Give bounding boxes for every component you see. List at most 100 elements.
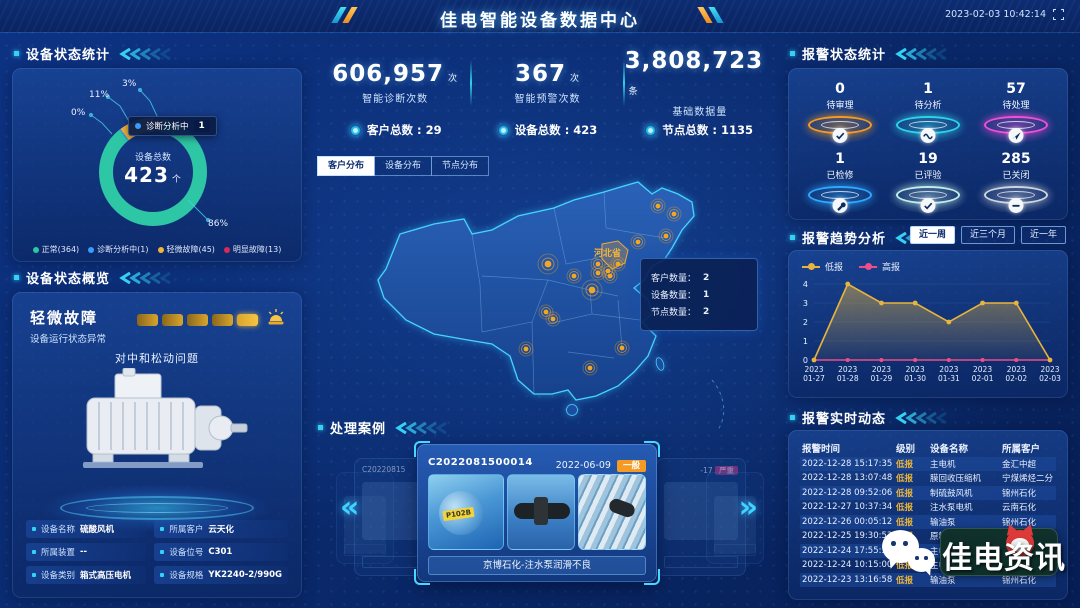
minus-icon [1008, 198, 1024, 213]
case-photo [506, 474, 575, 550]
range-button-0[interactable]: 近一周 [909, 226, 955, 244]
column-header: 级别 [896, 444, 916, 455]
case-date: 2022-06-09 [555, 459, 611, 471]
map-dot [663, 233, 669, 239]
severity-badge: 严重 [715, 466, 738, 475]
carousel-prev-button[interactable]: « [340, 490, 360, 525]
fault-status: 轻微故障 [30, 309, 99, 327]
alarm-status-待分析: 1 待分析 [884, 74, 972, 144]
trend-legend: 低报 高报 [802, 260, 900, 273]
donut-center: 设备总数 423 个 [124, 153, 182, 187]
status-label: 已评验 [914, 171, 942, 181]
device-overview-panel: 轻微故障 设备运行状态异常 对中和松动问题 设备名称 硫酸风机 所属客户 云天化 所属装… [12, 292, 302, 598]
donut-segment [99, 118, 207, 226]
totals-row: 客户总数 : 29 设备总数 : 423 节点总数 : 1135 [320, 120, 775, 140]
alarm-status-已评验: 19 已评验 [884, 144, 972, 214]
fault-issue: 对中和松动问题 [115, 352, 199, 365]
map-tab-0[interactable]: 客户分布 [317, 156, 375, 176]
alarm-status-已检修: 1 已检修 [796, 144, 884, 214]
legend-item: 诊断分析中(1) [88, 244, 149, 255]
alarm-lamp-icon [268, 309, 284, 325]
section-title-device-overview: 设备状态概览 [14, 268, 177, 287]
range-button-1[interactable]: 近三个月 [960, 226, 1015, 244]
device-field: 设备名称 硫酸风机 [26, 520, 147, 538]
total-item: 设备总数 : 423 [472, 120, 624, 140]
table-row: 2022-12-28 09:52:06 低报 制硫鼓风机 锦州石化 [800, 486, 1056, 500]
alarm-status-待处理: 57 待处理 [972, 74, 1060, 144]
fullscreen-icon[interactable] [1052, 8, 1065, 21]
map-dot [595, 261, 601, 267]
province-borders [471, 191, 667, 395]
map-dot [544, 260, 552, 268]
china-map[interactable]: 河北省 [322, 172, 774, 434]
glow-dot-icon [350, 124, 362, 136]
feed-body: 2022-12-28 15:17:35 低报 主电机 金汇中超 2022-12-28 1… [800, 457, 1056, 587]
legend-item: 明显故障(13) [223, 244, 281, 255]
trend-range-buttons: 近一周 近三个月 近一年 [909, 226, 1066, 244]
map-dot [635, 239, 641, 245]
bullet-icon [32, 550, 36, 554]
chevrons-icon [119, 271, 171, 284]
bullet-icon [32, 573, 36, 577]
status-label: 已检修 [826, 171, 854, 181]
chevrons-icon [895, 411, 947, 424]
map-tab-2[interactable]: 节点分布 [431, 156, 489, 176]
section-title-cases: 处理案例 [318, 418, 453, 437]
bullet-icon [790, 51, 795, 56]
glow-platform [887, 107, 969, 143]
hainan-island [566, 404, 578, 416]
glow-platform [799, 177, 881, 213]
divider [470, 60, 473, 106]
range-button-2[interactable]: 近一年 [1020, 226, 1066, 244]
glow-platform [975, 107, 1057, 143]
case-card-ghost[interactable]: -17 严重 [656, 458, 746, 576]
severity-badge: 一般 [616, 459, 646, 472]
donut-tooltip: 诊断分析中 1 [128, 116, 217, 136]
case-card-ghost[interactable] [706, 472, 764, 564]
map-dot [619, 345, 625, 351]
status-count: 57 [1006, 81, 1026, 97]
legend-item: 轻微故障(45) [157, 244, 215, 255]
clock: 2023-02-03 10:42:14 [945, 9, 1046, 20]
kpi-row: 606,957 次智能诊断次数 367 次智能预警次数 3,808,723条 基础数据量 [320, 48, 775, 118]
device-field: 所属客户 云天化 [154, 520, 288, 538]
status-label: 待分析 [914, 101, 942, 111]
series-dot-icon [135, 123, 141, 129]
status-count: 1 [835, 151, 845, 167]
table-row: 2022-12-23 13:16:58 低报 输油泵 锦州石化 [800, 573, 1056, 587]
status-count: 1 [923, 81, 933, 97]
case-card-ghost[interactable] [336, 472, 394, 564]
map-dot [588, 286, 596, 294]
alarm-feed-panel: 报警时间 级别 设备名称 所属客户 2022-12-28 15:17:35 低报 主电机金… [788, 430, 1068, 600]
device-field: 设备规格 YK2240-2/990G [154, 566, 288, 584]
svg-text:1: 1 [803, 337, 808, 346]
map-dot [543, 309, 549, 315]
case-photo: P102B [428, 474, 504, 550]
equipment-tag: P102B [442, 506, 475, 522]
device-fields: 设备名称 硫酸风机 所属客户 云天化 所属装置 -- 设备位号 C301 设备类别 箱式高压电机设… [26, 520, 288, 584]
alarm-status-panel: 0 待审理 1 待分析 57 待处理 1 已检修 19 已评验 285 已关闭 [788, 68, 1068, 220]
table-row: 2022-12-25 19:30:53 低报 原料油泵 锦州石化 [802, 531, 1037, 543]
case-card-active[interactable]: C2022081500014 2022-06-09 一般 P102B 京博石化-注… [414, 441, 660, 585]
legend-item: 正常(364) [32, 244, 79, 255]
table-row: 2022-12-24 10:15:00 低报 主电机 锦州石化 [802, 560, 1037, 572]
carousel-next-button[interactable]: » [738, 490, 758, 525]
map-tooltip: 客户数量： 2 设备数量： 1 节点数量： 2 [640, 258, 758, 331]
svg-text:2: 2 [803, 318, 808, 327]
check-icon [920, 198, 936, 213]
wave-icon [920, 128, 936, 143]
tooltip-row: 设备数量： 1 [651, 289, 710, 302]
case-carousel: « » C20220815 -17 严重 C2022081500014 2022… [330, 436, 770, 600]
column-header: 报警时间 [802, 444, 841, 455]
case-number: C2022081500014 [428, 456, 533, 468]
map-tab-1[interactable]: 设备分布 [374, 156, 432, 176]
alarm-status-已关闭: 285 已关闭 [972, 144, 1060, 214]
pct-label: 11% [89, 90, 110, 100]
glow-platform [975, 177, 1057, 213]
divider [622, 60, 625, 106]
chevrons-icon [395, 421, 447, 434]
bullet-icon [790, 415, 795, 420]
